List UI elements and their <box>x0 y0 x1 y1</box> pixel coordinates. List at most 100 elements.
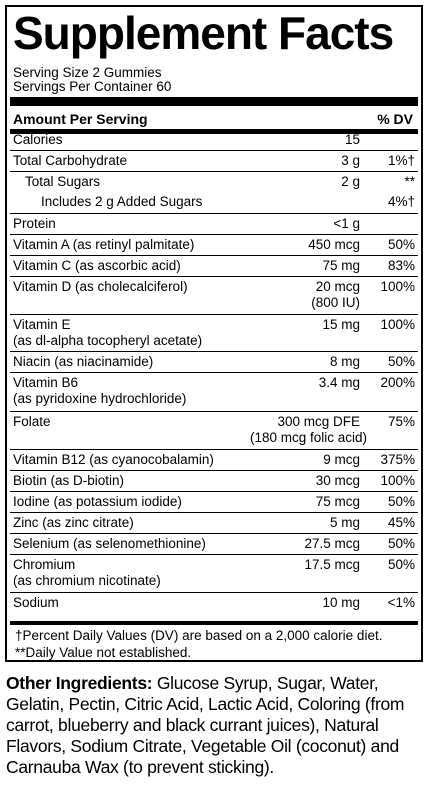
nutrient-dv: 50% <box>387 237 415 252</box>
nutrient-name-line: Protein <box>13 216 56 231</box>
nutrient-amount-line: 3.4 mg <box>318 375 360 390</box>
nutrient-amount-line: 75 mg <box>322 258 360 273</box>
footnote-not-established: **Daily Value not established. <box>15 645 192 660</box>
nutrient-amount: 3 g <box>250 153 360 169</box>
nutrient-amount-line: 450 mcg <box>308 237 360 252</box>
nutrient-name: Vitamin C (as ascorbic acid) <box>13 258 181 274</box>
amount-per-serving-header: Amount Per Serving <box>13 111 148 127</box>
nutrient-amount: 75 mcg <box>250 494 360 510</box>
nutrient-amount-line: 17.5 mcg <box>304 557 360 572</box>
nutrient-amount-line: 3 g <box>341 153 360 168</box>
nutrient-name-line: (as pyridoxine hydrochloride) <box>13 390 187 406</box>
nutrient-amount-line: 27.5 mcg <box>304 536 360 551</box>
nutrient-name-line: Folate <box>13 414 51 429</box>
nutrient-dv: 200% <box>380 375 415 390</box>
nutrient-name: Includes 2 g Added Sugars <box>41 194 202 210</box>
nutrient-name-line: Sodium <box>13 595 59 610</box>
nutrient-dv: 100% <box>380 473 415 488</box>
nutrient-row: Protein <1 g <box>10 213 418 234</box>
nutrient-name-line: Vitamin B12 (as cyanocobalamin) <box>13 452 214 467</box>
nutrient-name-line: Selenium (as selenomethionine) <box>13 536 206 551</box>
nutrient-row: Zinc (as zinc citrate) 5 mg 45% <box>10 512 418 533</box>
nutrient-amount: 3.4 mg <box>250 375 360 391</box>
nutrient-amount-line: 8 mg <box>329 354 360 369</box>
nutrient-name: Calories <box>13 132 63 148</box>
nutrient-row: Includes 2 g Added Sugars 4%† <box>10 192 418 213</box>
nutrient-dv: 45% <box>387 515 415 530</box>
nutrient-amount: 27.5 mcg <box>250 536 360 552</box>
nutrient-amount-line: 15 mg <box>322 317 360 332</box>
nutrient-row: Vitamin A (as retinyl palmitate) 450 mcg 5… <box>10 234 418 255</box>
nutrient-amount: 15 <box>250 132 360 148</box>
nutrient-name: Vitamin A (as retinyl palmitate) <box>13 237 194 253</box>
nutrient-name-line: Vitamin E <box>13 317 71 332</box>
nutrient-amount: <1 g <box>250 216 360 232</box>
nutrient-amount-line: 2 g <box>341 174 360 189</box>
panel-title: Supplement Facts <box>13 7 394 59</box>
nutrient-name: Protein <box>13 216 56 232</box>
nutrient-row: Chromium (as chromium nicotinate) 17.5 mcg… <box>10 554 418 592</box>
other-ingredients: Other Ingredients: Glucose Syrup, Sugar,… <box>6 673 426 778</box>
nutrient-name: Vitamin E (as dl-alpha tocopheryl acetate… <box>13 317 202 348</box>
medium-divider <box>10 130 418 134</box>
nutrient-name-line: Total Carbohydrate <box>13 153 128 168</box>
nutrient-row: Vitamin D (as cholecalciferol) 20 mcg (800… <box>10 276 418 314</box>
nutrient-row: Calories 15 <box>10 129 418 150</box>
nutrient-dv: 4%† <box>387 194 415 209</box>
nutrient-amount: 30 mcg <box>250 473 360 489</box>
nutrient-amount-line: <1 g <box>333 216 360 231</box>
nutrient-amount: 2 g <box>250 174 360 190</box>
nutrient-amount-line: 9 mcg <box>323 452 360 467</box>
nutrient-name-line: Chromium <box>13 557 76 572</box>
nutrient-amount: 15 mg <box>250 317 360 333</box>
nutrient-amount: 8 mg <box>250 354 360 370</box>
nutrient-amount: 10 mg <box>250 595 360 611</box>
nutrient-amount-line: 10 mg <box>322 595 360 610</box>
nutrient-name: Selenium (as selenomethionine) <box>13 536 206 552</box>
nutrient-row: Total Sugars 2 g ** <box>10 171 418 192</box>
nutrient-dv: 1%† <box>387 153 415 168</box>
nutrient-amount: 17.5 mcg <box>250 557 360 573</box>
supplement-facts-panel: Supplement Facts Serving Size 2 Gummies … <box>5 5 423 662</box>
nutrient-row: Vitamin C (as ascorbic acid) 75 mg 83% <box>10 255 418 276</box>
other-ingredients-label: Other Ingredients: <box>6 673 153 693</box>
nutrient-amount: 75 mg <box>250 258 360 274</box>
nutrient-name-line: Iodine (as potassium iodide) <box>13 494 182 509</box>
nutrient-row: Sodium 10 mg <1% <box>10 592 418 612</box>
nutrient-name-line: Niacin (as niacinamide) <box>13 354 154 369</box>
nutrient-name: Vitamin B6 (as pyridoxine hydrochloride) <box>13 375 186 406</box>
nutrient-dv: 75% <box>387 414 415 429</box>
nutrient-row: Vitamin B6 (as pyridoxine hydrochloride) 3… <box>10 372 418 411</box>
nutrient-dv: 50% <box>387 557 415 572</box>
nutrient-dv: 50% <box>387 354 415 369</box>
nutrient-amount-line: (180 mcg folic acid) <box>250 429 368 445</box>
nutrient-dv: 50% <box>387 494 415 509</box>
nutrient-row: Vitamin B12 (as cyanocobalamin) 9 mcg 375% <box>10 449 418 470</box>
nutrient-amount-line: 300 mcg DFE <box>277 414 360 429</box>
serving-size: Serving Size 2 Gummies <box>13 65 162 80</box>
nutrient-row: Selenium (as selenomethionine) 27.5 mcg 50… <box>10 533 418 554</box>
nutrient-name-line: Vitamin B6 <box>13 375 79 390</box>
nutrient-name-line: Includes 2 g Added Sugars <box>41 194 203 209</box>
nutrient-amount: 450 mcg <box>250 237 360 253</box>
nutrient-row: Niacin (as niacinamide) 8 mg 50% <box>10 351 418 372</box>
nutrient-amount-line: 5 mg <box>329 515 360 530</box>
nutrient-row: Biotin (as D-biotin) 30 mcg 100% <box>10 470 418 491</box>
nutrient-row: Vitamin E (as dl-alpha tocopheryl acetate… <box>10 314 418 351</box>
nutrient-name: Vitamin D (as cholecalciferol) <box>13 279 188 295</box>
footnote-percent-dv: †Percent Daily Values (DV) are based on … <box>15 628 383 643</box>
nutrient-dv: 100% <box>380 279 415 294</box>
nutrient-dv: ** <box>404 174 415 189</box>
nutrient-name-line: Vitamin C (as ascorbic acid) <box>13 258 181 273</box>
nutrient-name: Folate <box>13 414 51 430</box>
nutrient-name-line: Zinc (as zinc citrate) <box>13 515 134 530</box>
nutrient-dv: 375% <box>380 452 415 467</box>
servings-per-container: Servings Per Container 60 <box>13 79 172 94</box>
nutrient-name: Iodine (as potassium iodide) <box>13 494 182 510</box>
footer-divider <box>10 621 418 625</box>
nutrient-amount: 300 mcg DFE (180 mcg folic acid) <box>250 414 368 445</box>
nutrient-amount-line: 20 mcg <box>315 279 360 294</box>
nutrient-name-line: Vitamin A (as retinyl palmitate) <box>13 237 195 252</box>
nutrient-amount: 5 mg <box>250 515 360 531</box>
nutrient-name: Total Sugars <box>25 174 100 190</box>
